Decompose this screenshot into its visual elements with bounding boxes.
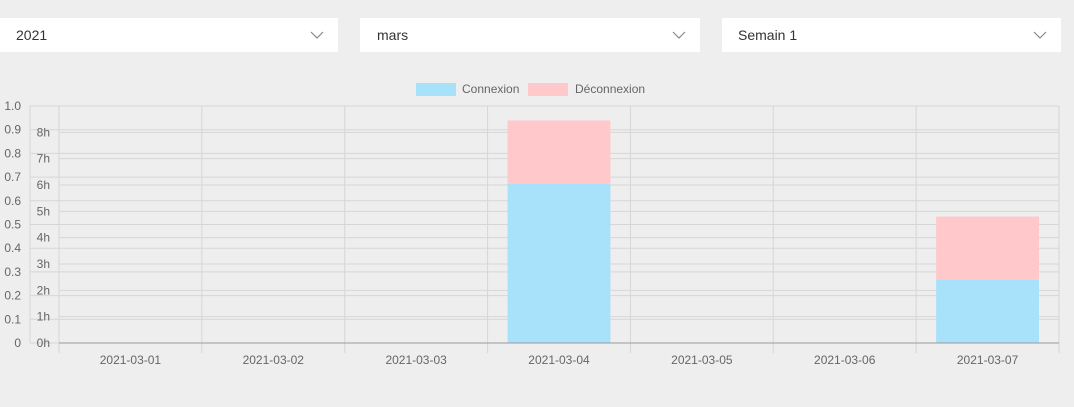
right-tick-label: 7h [37, 152, 50, 166]
chevron-down-icon [310, 31, 324, 39]
right-tick-label: 3h [37, 257, 50, 271]
left-tick-label: 0.1 [4, 312, 21, 326]
legend-deconnexion-swatch [528, 83, 568, 96]
right-tick-label: 8h [37, 125, 50, 139]
right-tick-label: 5h [37, 204, 50, 218]
month-select[interactable]: mars [360, 18, 700, 52]
left-tick-label: 0.6 [4, 194, 21, 208]
x-tick-label: 2021-03-04 [528, 353, 590, 367]
legend-deconnexion-label: Déconnexion [575, 82, 645, 96]
year-select[interactable]: 2021 [0, 18, 338, 52]
legend-connexion-label: Connexion [462, 82, 519, 96]
left-tick-label: 1.0 [4, 99, 21, 113]
x-tick-label: 2021-03-05 [671, 353, 733, 367]
left-tick-label: 0.3 [4, 265, 21, 279]
left-tick-label: 0.8 [4, 146, 21, 160]
left-tick-label: 0 [14, 336, 21, 350]
right-tick-label: 6h [37, 178, 50, 192]
left-tick-label: 0.2 [4, 289, 21, 303]
x-tick-label: 2021-03-06 [814, 353, 876, 367]
week-select[interactable]: Semain 1 [722, 18, 1061, 52]
left-tick-label: 0.4 [4, 241, 21, 255]
right-tick-label: 1h [37, 310, 50, 324]
x-tick-label: 2021-03-07 [957, 353, 1019, 367]
left-tick-label: 0.7 [4, 170, 21, 184]
chevron-down-icon [672, 31, 686, 39]
bar-deconnexion [507, 120, 611, 184]
year-select-value: 2021 [16, 27, 48, 43]
left-tick-label: 0.5 [4, 218, 21, 232]
right-tick-label: 2h [37, 283, 50, 297]
right-tick-label: 4h [37, 231, 50, 245]
x-tick-label: 2021-03-03 [385, 353, 447, 367]
chevron-down-icon [1033, 31, 1047, 39]
bar-connexion [936, 279, 1039, 343]
right-tick-label: 0h [37, 336, 50, 350]
bar-deconnexion [936, 216, 1039, 280]
week-select-value: Semain 1 [738, 27, 798, 43]
legend-connexion-swatch [416, 83, 456, 96]
x-tick-label: 2021-03-02 [243, 353, 305, 367]
left-tick-label: 0.9 [4, 123, 21, 137]
x-tick-label: 2021-03-01 [100, 353, 162, 367]
month-select-value: mars [377, 27, 409, 43]
bar-connexion [507, 183, 611, 343]
